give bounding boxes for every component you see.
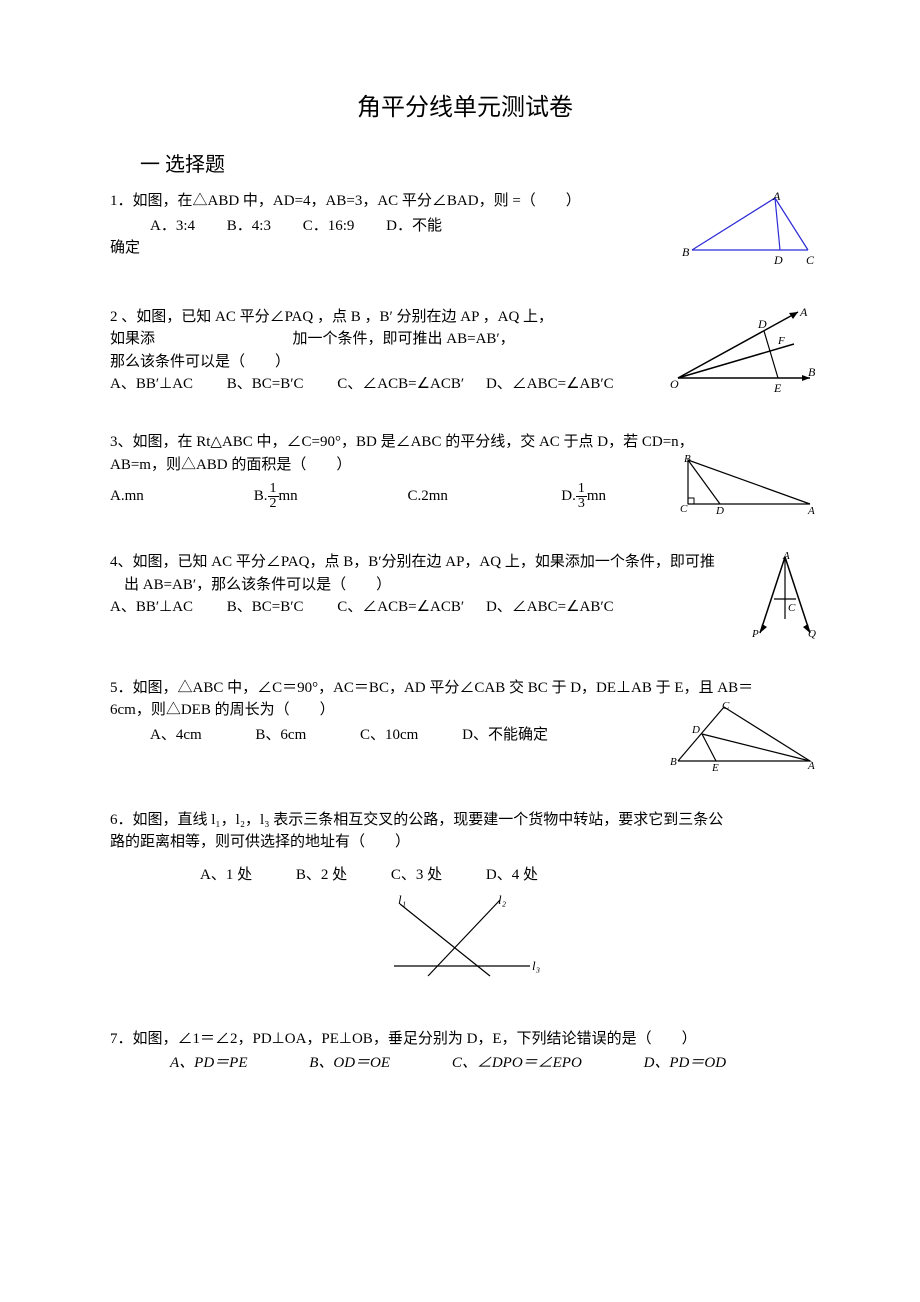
option-b: B.12mn — [254, 482, 404, 511]
svg-text:B: B — [808, 365, 816, 379]
svg-text:D: D — [715, 505, 724, 516]
q2-line2: 如果添 加一个条件，即可推出 AB=AB′， — [110, 328, 664, 351]
option-d: D.13mn — [561, 488, 606, 504]
option-c: C、3 处 — [391, 864, 442, 887]
option-b: B、BC=B′C — [227, 376, 304, 392]
option-d: D、不能确定 — [462, 724, 548, 747]
section-heading: 一 选择题 — [140, 150, 820, 180]
option-c: C、∠ACB=∠ACB′ — [337, 599, 464, 615]
question-1: A B D C 1．如图，在△ABD 中，AD=4，AB=3，AC 平分∠BAD… — [110, 190, 820, 278]
option-a: A、BB′⊥AC — [110, 376, 193, 392]
question-4: A P Q C 4、如图，已知 AC 平分∠PAQ，点 B，B′分别在边 AP，… — [110, 551, 820, 649]
svg-text:O: O — [670, 377, 679, 391]
q5-figure: C B A D E — [670, 699, 820, 781]
option-c: C、∠ACB=∠ACB′ — [337, 376, 464, 392]
svg-text:P: P — [751, 628, 759, 640]
q1-figure: A B D C — [680, 190, 820, 278]
q3-figure: B C D A — [680, 452, 820, 524]
svg-text:B: B — [682, 245, 690, 259]
question-3: 3、如图，在 Rt△ABC 中，∠C=90°，BD 是∠ABC 的平分线，交 A… — [110, 431, 820, 523]
svg-text:F: F — [777, 335, 785, 347]
svg-text:A: A — [772, 190, 781, 203]
svg-text:A: A — [807, 505, 815, 516]
q4-figure: A P Q C — [750, 551, 820, 649]
page-title: 角平分线单元测试卷 — [110, 90, 820, 126]
option-a: A．3:4 — [150, 215, 195, 238]
svg-text:C: C — [680, 503, 688, 515]
svg-text:B: B — [684, 453, 691, 465]
svg-text:D: D — [691, 724, 700, 736]
q4-stem2: 出 AB=AB′，那么该条件可以是（ ） — [124, 574, 744, 597]
option-b: B、6cm — [255, 724, 306, 747]
option-b: B．4:3 — [227, 215, 271, 238]
svg-text:E: E — [773, 381, 782, 395]
svg-text:D: D — [773, 253, 783, 267]
q4-options: A、BB′⊥AC B、BC=B′C C、∠ACB=∠ACB′ D、∠ABC=∠A… — [110, 596, 744, 619]
option-d: D、4 处 — [486, 864, 538, 887]
q2-figure: O A B D E F — [670, 306, 820, 404]
option-b: B、2 处 — [296, 864, 347, 887]
q7-options: A、PD＝PE B、OD＝OE C、∠DPO＝∠EPO D、PD＝OD — [170, 1052, 820, 1075]
q2-line1: 2 、如图，已知 AC 平分∠PAQ ，点 B ，B′ 分别在边 AP ，AQ … — [110, 306, 664, 329]
option-c: C、10cm — [360, 724, 418, 747]
option-a: A、1 处 — [200, 864, 252, 887]
svg-text:D: D — [757, 317, 767, 331]
svg-text:l₁: l₁ — [398, 892, 406, 907]
q6-stem2: 路的距离相等，则可供选择的地址有（ ） — [110, 831, 820, 854]
question-6: 6．如图，直线 l₁，l₂，l₃ 表示三条相互交叉的公路，现要建一个货物中转站，… — [110, 809, 820, 1000]
q1-tail: 确定 — [110, 237, 674, 260]
option-d: D、∠ABC=∠AB′C — [486, 599, 614, 615]
q6-options: A、1 处 B、2 处 C、3 处 D、4 处 — [200, 864, 820, 887]
q7-stem: 7．如图，∠1＝∠2，PD⊥OA，PE⊥OB，垂足分别为 D，E，下列结论错误的… — [110, 1028, 820, 1051]
q6-figure: l₁ l₂ l₃ — [110, 892, 820, 1000]
q2-line3: 那么该条件可以是（ ） — [110, 351, 664, 374]
option-d: D、∠ABC=∠AB′C — [486, 376, 614, 392]
svg-text:E: E — [711, 762, 719, 773]
question-2: O A B D E F 2 、如图，已知 AC 平分∠PAQ ，点 B ，B′ … — [110, 306, 820, 404]
option-a: A.mn — [110, 485, 250, 508]
svg-text:A: A — [807, 760, 815, 772]
option-d: D．不能 — [386, 215, 442, 238]
q5-stem: 5．如图，△ABC 中，∠C＝90°，AC＝BC，AD 平分∠CAB 交 BC … — [110, 677, 820, 700]
question-7: 7．如图，∠1＝∠2，PD⊥OA，PE⊥OB，垂足分别为 D，E，下列结论错误的… — [110, 1028, 820, 1075]
svg-text:Q: Q — [808, 628, 816, 640]
option-d: D、PD＝OD — [644, 1052, 755, 1075]
question-5: 5．如图，△ABC 中，∠C＝90°，AC＝BC，AD 平分∠CAB 交 BC … — [110, 677, 820, 781]
q6-stem: 6．如图，直线 l₁，l₂，l₃ 表示三条相互交叉的公路，现要建一个货物中转站，… — [110, 809, 820, 832]
q1-options: A．3:4 B．4:3 C．16:9 D．不能 — [150, 215, 674, 238]
q1-stem: 1．如图，在△ABD 中，AD=4，AB=3，AC 平分∠BAD，则 =（ ） — [110, 190, 674, 213]
option-b: B、OD＝OE — [309, 1052, 418, 1075]
q2-options: A、BB′⊥AC B、BC=B′C C、∠ACB=∠ACB′ D、∠ABC=∠A… — [110, 373, 664, 396]
svg-text:C: C — [722, 700, 730, 712]
svg-text:C: C — [806, 253, 815, 267]
svg-text:C: C — [788, 602, 796, 614]
option-a: A、PD＝PE — [170, 1052, 275, 1075]
option-b: B、BC=B′C — [227, 599, 304, 615]
q4-stem: 4、如图，已知 AC 平分∠PAQ，点 B，B′分别在边 AP，AQ 上，如果添… — [110, 551, 744, 574]
svg-text:A: A — [782, 551, 790, 562]
option-c: C.2mn — [408, 485, 558, 508]
svg-text:l₃: l₃ — [532, 958, 540, 973]
option-c: C、∠DPO＝∠EPO — [452, 1052, 610, 1075]
option-a: A、BB′⊥AC — [110, 599, 193, 615]
option-a: A、4cm — [150, 724, 202, 747]
q3-stem: 3、如图，在 Rt△ABC 中，∠C=90°，BD 是∠ABC 的平分线，交 A… — [110, 431, 820, 454]
svg-text:B: B — [670, 756, 677, 768]
svg-text:l₂: l₂ — [498, 892, 507, 907]
option-c: C．16:9 — [303, 215, 355, 238]
svg-text:A: A — [799, 306, 808, 319]
